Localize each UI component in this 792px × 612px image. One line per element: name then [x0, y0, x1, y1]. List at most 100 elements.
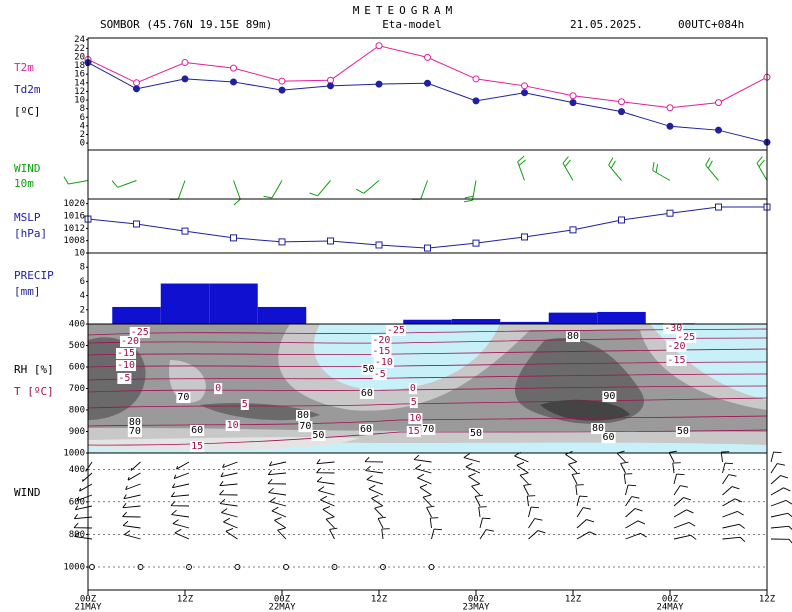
barb [478, 506, 487, 518]
marker [618, 98, 625, 106]
contour-label-bg [129, 326, 150, 338]
marker [230, 234, 237, 242]
wind-barb [111, 180, 137, 188]
contour-label: 10 [227, 420, 239, 431]
x-tick-label: 12Z [371, 595, 388, 605]
calm [89, 564, 95, 570]
marker [521, 82, 528, 90]
contour-label-bg [676, 331, 697, 343]
barb [316, 459, 335, 465]
panel-label: [hPa] [14, 227, 47, 240]
barb [73, 514, 93, 520]
contour-label-bg [115, 348, 137, 360]
contour-label: 60 [191, 425, 203, 436]
contour-label-bg [115, 360, 137, 372]
station: SOMBOR (45.76N 19.15E 89m) [100, 18, 272, 31]
barb [176, 461, 190, 470]
barb [219, 498, 238, 507]
contour-label: 60 [361, 388, 373, 399]
barb [130, 461, 141, 471]
barb [668, 450, 677, 463]
contour-label-bg [311, 429, 326, 441]
barb [268, 487, 287, 496]
y-tick-label: 0 [80, 139, 85, 149]
contour-label: 5 [411, 397, 417, 408]
barb [514, 451, 529, 463]
contour-label-bg [359, 423, 374, 435]
contour-label: 0 [215, 383, 221, 394]
barb [220, 472, 238, 478]
barb [576, 495, 588, 507]
x-tick-label: 12Z [759, 595, 776, 605]
contour-label-bg [214, 383, 223, 395]
marker [375, 42, 383, 50]
contour-label-bg [359, 388, 374, 400]
marker [230, 78, 237, 86]
marker [569, 226, 577, 234]
y-tick-label: 8 [80, 104, 85, 114]
marker [472, 75, 480, 83]
barb [465, 462, 481, 474]
contour-label-bg [371, 334, 392, 346]
marker [618, 108, 625, 116]
barb [268, 461, 287, 467]
y-tick-label: 1000 [63, 449, 85, 459]
contour-label: 5 [242, 399, 248, 410]
barb [474, 494, 483, 507]
wind-barb [464, 180, 477, 203]
y-tick-label: 10 [74, 249, 85, 259]
marker [715, 203, 722, 211]
contour-label: 60 [360, 424, 372, 435]
barb [673, 473, 685, 485]
contour-label-bg [176, 392, 191, 404]
y-tick-label: 600 [69, 497, 85, 507]
profile-barbs [73, 450, 792, 570]
barb [122, 511, 141, 518]
barb [366, 475, 384, 485]
wind-barb [263, 180, 283, 199]
wind-barb [608, 157, 622, 181]
barb [269, 497, 287, 507]
barb [576, 519, 595, 529]
barb [571, 472, 580, 485]
barb [325, 516, 335, 529]
barb [368, 484, 384, 496]
series-line [87, 62, 768, 143]
bar [257, 306, 307, 324]
marker [278, 77, 286, 85]
marker [666, 104, 674, 112]
y-tick-label: 1008 [63, 236, 85, 246]
y-tick-label: 6 [80, 113, 85, 123]
barb [124, 530, 141, 540]
barb [173, 472, 190, 480]
contour-label-bg [666, 340, 687, 352]
y-tick-label: 2 [80, 305, 85, 315]
calm [428, 564, 435, 570]
marker [278, 238, 286, 246]
contour-label: 90 [603, 391, 615, 402]
barb [329, 527, 338, 540]
contour-label: -10 [117, 360, 135, 371]
wind-barb [562, 156, 574, 181]
marker [472, 97, 480, 105]
barb [620, 461, 629, 474]
y-tick-label: 500 [69, 341, 85, 351]
calm [380, 564, 386, 570]
barb [528, 530, 546, 540]
contour-label: -30 [664, 323, 682, 334]
barb [74, 531, 93, 540]
wind-barb [355, 180, 380, 194]
bar [548, 312, 598, 324]
calm [234, 564, 241, 570]
contour-label: -15 [667, 355, 685, 366]
marker [181, 59, 189, 67]
barb [673, 485, 689, 496]
marker [181, 75, 189, 83]
y-tick-label: 1000 [63, 563, 85, 573]
wind-barb [309, 180, 331, 197]
barb [171, 509, 190, 518]
barb [468, 473, 481, 485]
contour-label: 50 [677, 426, 689, 437]
wind-barb [652, 161, 671, 181]
